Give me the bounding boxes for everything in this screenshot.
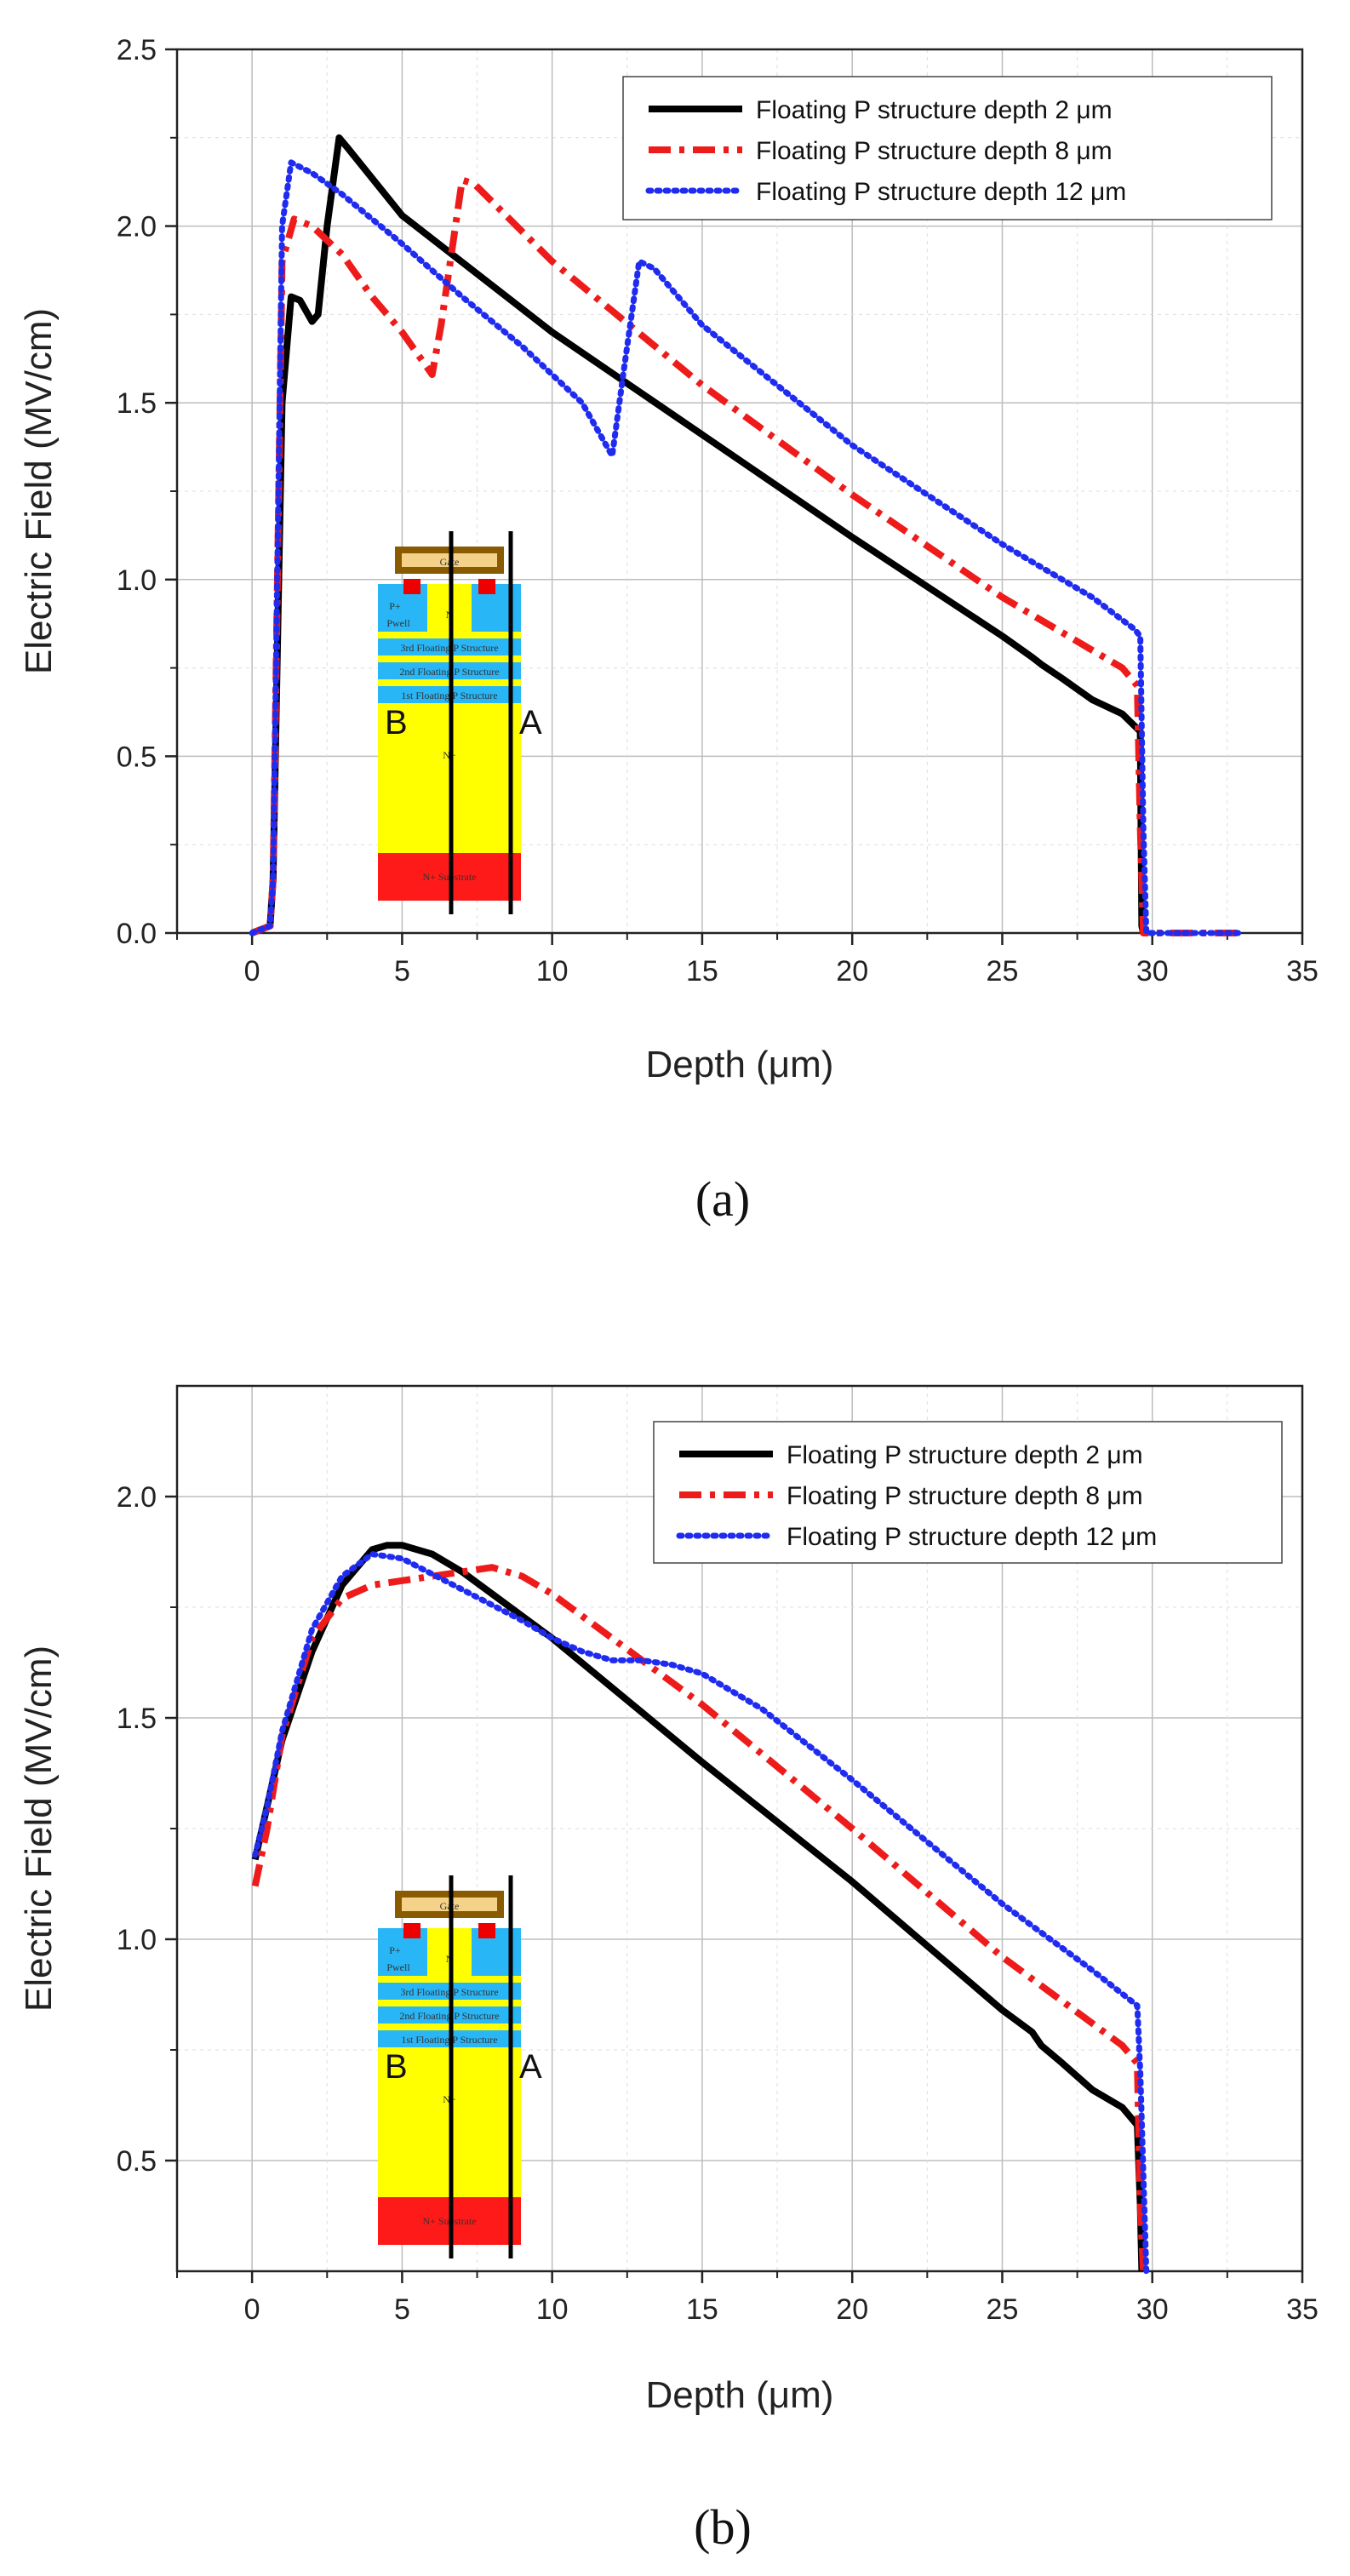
series-line-2 [250, 176, 1243, 936]
x-axis-label: Depth (μm) [646, 1044, 834, 1085]
cutline-b-label: B [385, 2048, 408, 2086]
y-tick-label: 0.0 [117, 918, 157, 950]
panel-label: (a) [695, 1171, 750, 1227]
x-tick-label: 10 [536, 955, 569, 987]
y-tick-label: 1.5 [117, 1703, 157, 1735]
y-axis-label: Electric Field (MV/cm) [18, 1646, 60, 2012]
series-line-3 [252, 1551, 1150, 2275]
x-tick-label: 25 [987, 955, 1019, 987]
figure-b: 0 5 10 15 20 25 30 35 0.5 1.0 1.5 2.0 Depth (μm) Elec… [0, 1277, 1350, 2576]
y-tick-label: 2.0 [117, 211, 157, 243]
figure-a: 0 5 10 15 20 25 30 35 0.0 0.5 1.0 1.5 2.0 2.5 Depth (μ… [0, 0, 1350, 1277]
chart-a: 0 5 10 15 20 25 30 35 0.0 0.5 1.0 1.5 2.0 2.5 Depth (μ… [18, 34, 1319, 1227]
x-axis-label: Depth (μm) [646, 2374, 834, 2416]
y-tick-label: 0.5 [117, 741, 157, 773]
x-tick-label: 5 [394, 955, 410, 987]
y-axis-label: Electric Field (MV/cm) [18, 308, 60, 674]
x-tick-label: 15 [686, 2293, 718, 2326]
source-left [403, 1923, 420, 1938]
legend-label-2: Floating P structure depth 8 μm [787, 1482, 1143, 1510]
source-right [478, 579, 495, 594]
pwell-label: Pwell [386, 617, 410, 629]
series-line-3 [249, 159, 1245, 936]
series-line-1 [250, 134, 1147, 936]
cutline-b-label: B [385, 704, 408, 741]
y-tick-label: 2.5 [117, 34, 157, 66]
legend: Floating P structure depth 2 μm Floating … [622, 76, 1273, 220]
source-right [478, 1923, 495, 1938]
x-tick-label: 35 [1286, 955, 1319, 987]
x-tick-label: 10 [536, 2293, 569, 2326]
cutline-a-label: A [519, 2048, 542, 2086]
chart-b: 0 5 10 15 20 25 30 35 0.5 1.0 1.5 2.0 Depth (μm) Elec… [18, 1384, 1319, 2555]
legend-label-1: Floating P structure depth 2 μm [756, 96, 1113, 124]
y-tick-label: 2.0 [117, 1481, 157, 1514]
x-tick-label: 30 [1136, 955, 1169, 987]
y-tick-label: 0.5 [117, 2145, 157, 2178]
p-plus-label: P+ [389, 600, 401, 612]
legend: Floating P structure depth 2 μm Floating … [653, 1421, 1283, 1564]
x-tick-label: 20 [836, 2293, 868, 2326]
y-tick-label: 1.0 [117, 1924, 157, 1956]
x-tick-label: 5 [394, 2293, 410, 2326]
cutline-a-label: A [519, 704, 542, 741]
legend-box [622, 76, 1273, 220]
x-tick-label: 30 [1136, 2293, 1169, 2326]
legend-label-2: Floating P structure depth 8 μm [756, 137, 1113, 165]
y-tick-label: 1.5 [117, 387, 157, 420]
x-tick-label: 15 [686, 955, 718, 987]
x-tick-label: 35 [1286, 2293, 1319, 2326]
legend-label-1: Floating P structure depth 2 μm [787, 1441, 1143, 1469]
y-tick-label: 1.0 [117, 564, 157, 597]
legend-label-3: Floating P structure depth 12 μm [787, 1523, 1157, 1551]
series-line-2 [251, 1564, 1147, 2272]
panel-label: (b) [694, 2499, 752, 2555]
source-left [403, 579, 420, 594]
x-tick-label: 0 [244, 955, 260, 987]
x-tick-label: 0 [244, 2293, 260, 2326]
x-tick-label: 25 [987, 2293, 1019, 2326]
x-tick-label: 20 [836, 955, 868, 987]
pwell-label: Pwell [386, 1961, 410, 1973]
p-plus-label: P+ [389, 1944, 401, 1956]
legend-label-3: Floating P structure depth 12 μm [756, 178, 1126, 206]
